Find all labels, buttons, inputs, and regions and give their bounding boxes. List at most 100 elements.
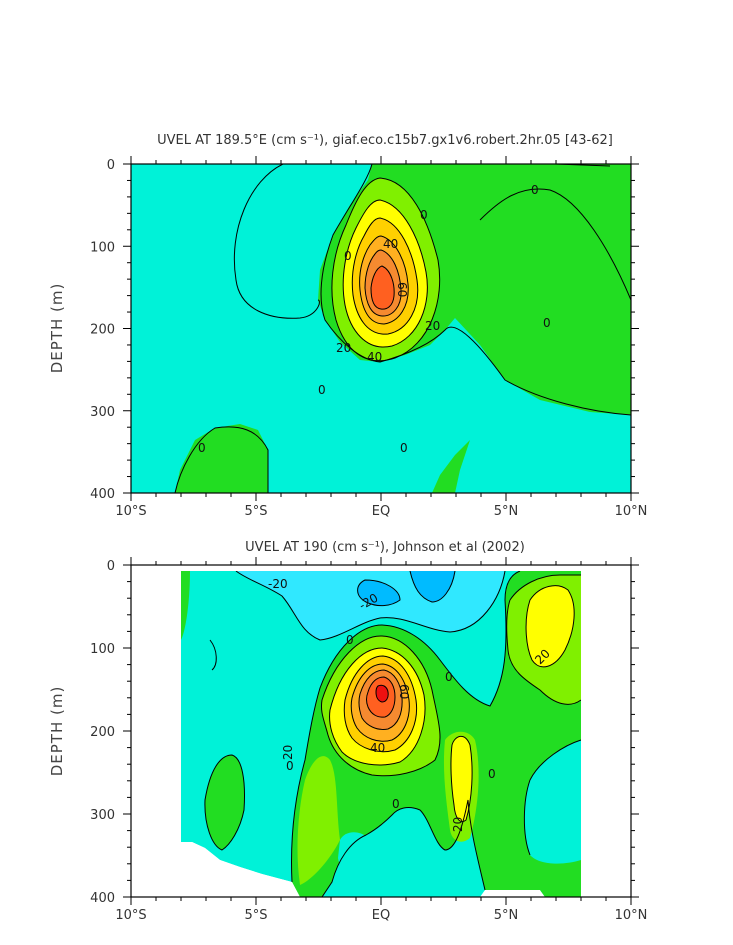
contour-label: -20 (268, 577, 288, 591)
fill-level-neg (393, 825, 416, 871)
fill-level-neg (338, 832, 372, 882)
no-data-region (131, 565, 181, 897)
observation-contour-fills (181, 571, 581, 897)
fill-level-10-20 (297, 756, 340, 885)
fill-level-20-30 (450, 736, 473, 822)
contour-line (320, 164, 631, 416)
y-tick-label: 200 (90, 725, 115, 740)
contour-line (479, 188, 631, 301)
contour-label: 60 (395, 282, 409, 297)
model-x-tick-labels: 10°S 5°S EQ 5°N 10°N (115, 504, 647, 519)
y-tick-label: 100 (90, 240, 115, 255)
contour-label: 0 (286, 759, 294, 773)
contour-line (523, 779, 531, 856)
contour-line (529, 739, 582, 781)
contour-line (366, 676, 396, 718)
x-tick-label: 10°S (115, 908, 146, 923)
y-tick-label: 100 (90, 642, 115, 657)
fill-level-0-10 (175, 424, 268, 493)
y-tick-label: 0 (107, 559, 115, 574)
contour-line (351, 217, 419, 335)
observation-y-axis-label: DEPTH (m) (48, 686, 66, 777)
contour-label: 0 (543, 316, 551, 330)
contour-line (235, 570, 506, 641)
contour-label: 0 (318, 383, 326, 397)
y-tick-label: 200 (90, 323, 115, 338)
contour-line (409, 570, 456, 603)
contour-label: 0 (488, 767, 496, 781)
fill-level-20-30 (526, 585, 575, 667)
contour-line (204, 754, 245, 851)
model-contour-lines (174, 164, 631, 493)
contour-line (357, 579, 401, 607)
contour-line (321, 635, 441, 777)
contour-label: 20 (425, 319, 440, 333)
contour-line (174, 426, 269, 493)
y-tick-label: 300 (90, 405, 115, 420)
observation-panel: UVEL AT 190 (cm s⁻¹), Johnson et al (200… (48, 540, 647, 923)
y-tick-label: 300 (90, 808, 115, 823)
contour-line (358, 669, 403, 730)
model-panel: UVEL AT 189.5°E (cm s⁻¹), giaf.eco.c15b7… (48, 133, 647, 519)
fill-level-0-10 (432, 440, 470, 493)
contour-label: 0 (346, 633, 354, 647)
observation-panel-title: UVEL AT 190 (cm s⁻¹), Johnson et al (200… (245, 540, 525, 555)
x-tick-label: 10°S (115, 504, 146, 519)
fill-level-0-10 (181, 571, 190, 640)
x-tick-label: 5°N (494, 908, 519, 923)
observation-y-tick-labels: 0 100 200 300 400 (90, 559, 115, 906)
fill-level-0-10 (204, 755, 245, 850)
contour-line (370, 265, 395, 310)
model-contour-fills (131, 164, 631, 493)
x-tick-label: 5°S (244, 504, 267, 519)
x-tick-label: 10°N (615, 908, 648, 923)
fill-level-60-70 (371, 266, 395, 310)
contour-label: 0 (445, 670, 453, 684)
contour-label: 20 (336, 341, 351, 355)
contour-label: 0 (531, 183, 539, 197)
contour-line (329, 647, 426, 766)
contour-line (364, 249, 402, 317)
y-tick-label: 0 (107, 158, 115, 173)
contour-label: 0 (420, 208, 428, 222)
model-contour-labels: 0 0 0 0 0 0 0 20 20 40 40 60 (198, 183, 551, 455)
contour-line (375, 684, 389, 703)
contour-line (506, 599, 582, 705)
observation-x-tick-labels: 10°S 5°S EQ 5°N 10°N (115, 908, 647, 923)
model-y-axis-label: DEPTH (m) (48, 283, 66, 374)
no-data-region (581, 565, 631, 897)
contour-line (321, 799, 486, 897)
contour-label: 0 (392, 797, 400, 811)
contour-line (343, 655, 418, 753)
contour-line (450, 735, 473, 823)
x-tick-label: EQ (372, 504, 390, 519)
no-data-region (131, 565, 631, 571)
contour-line (291, 570, 521, 883)
contour-line (350, 663, 410, 742)
contour-line (233, 164, 320, 319)
model-panel-title: UVEL AT 189.5°E (cm s⁻¹), giaf.eco.c15b7… (157, 133, 613, 148)
contour-line (209, 639, 217, 671)
contour-label: 20 (281, 745, 295, 760)
contour-label: 40 (383, 237, 398, 251)
no-data-mask (131, 565, 631, 897)
fill-level-70-80 (376, 685, 389, 702)
fill-level-neg20 (410, 571, 455, 602)
fill-level-neg (524, 740, 581, 864)
no-data-region (181, 842, 300, 897)
contour-line (331, 177, 441, 362)
x-tick-label: 5°S (244, 908, 267, 923)
contour-label: 60 (397, 684, 411, 699)
contour-line (342, 199, 428, 348)
contour-label: 0 (400, 441, 408, 455)
contour-line (359, 235, 409, 325)
x-tick-label: 5°N (494, 504, 519, 519)
y-tick-label: 400 (90, 487, 115, 502)
contour-label: 0 (344, 249, 352, 263)
x-tick-label: 10°N (615, 504, 648, 519)
observation-axis-ticks (123, 557, 639, 905)
y-tick-label: 400 (90, 891, 115, 906)
contour-label: 40 (370, 741, 385, 755)
observation-contour-lines (204, 570, 582, 897)
